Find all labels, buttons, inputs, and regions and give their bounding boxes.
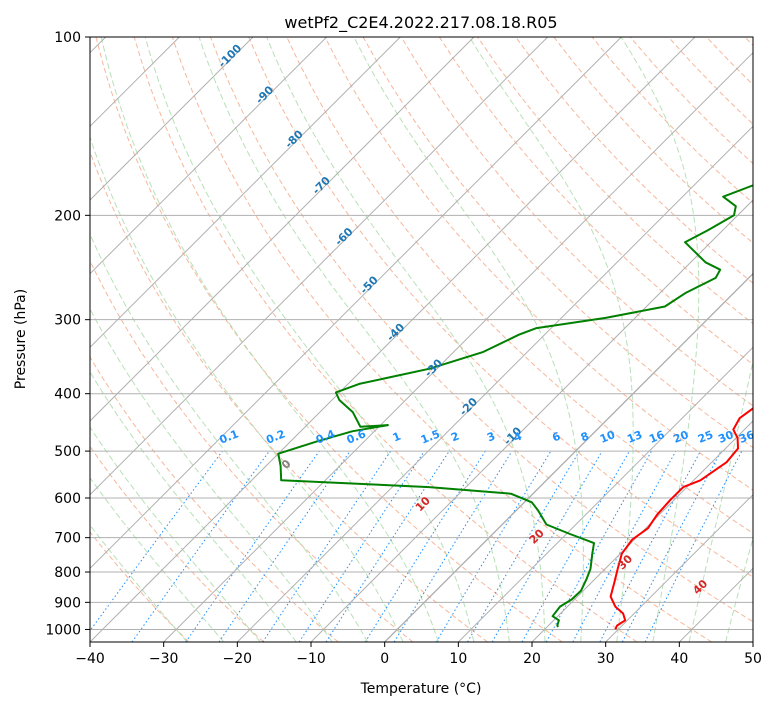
moist-adiabat-line [90,426,261,642]
moist-adiabat-line [688,358,753,642]
dry-adiabat-line [90,356,339,642]
y-tick-label: 500 [54,444,81,460]
dry-adiabat-line [171,37,712,642]
isotherm-line [457,346,753,642]
mixing-ratio-label: 3 [485,430,497,445]
y-tick-label: 300 [54,313,81,329]
isotherm-line [531,420,753,642]
isotherm-line [90,37,328,275]
dry-adiabat-line [248,37,753,578]
moist-adiabat-line [90,524,188,642]
y-axis: 100 200 300 400 500 600 700 800 900 1000 [45,30,90,638]
moist-adiabat-line [90,232,369,642]
mixing-ratio-label: 10 [598,428,617,446]
isotherm-line [90,37,475,422]
mixing-ratio-line [325,450,450,642]
mixing-ratio-line [262,450,392,642]
dry-adiabat-line [438,37,753,366]
y-tick-label: 900 [54,595,81,611]
isotherm-line [236,125,753,642]
y-tick-label: 100 [54,30,81,46]
plot-frame [89,36,754,643]
dry-adiabat-line [324,37,753,491]
moist-adiabat-line [100,37,439,642]
isotherm-lines [90,37,753,642]
moist-adiabat-line [144,37,475,642]
y-tick-label: 1000 [45,622,81,638]
mixing-ratio-label: 13 [625,428,644,446]
mixing-ratio-label: 36 [737,428,756,446]
dry-adiabat-line [400,37,753,407]
x-tick-label: 30 [597,651,615,667]
sounding-series [277,184,753,630]
x-tick-label: 40 [670,651,688,667]
mixing-ratio-label: 30 [716,428,735,446]
isotherm-line [90,37,254,201]
y-tick-label: 200 [54,208,81,224]
mixing-ratio-label: 25 [696,428,715,446]
mixing-ratio-line [90,450,223,632]
isotherm-line [605,493,753,642]
moist-adiabat-line [90,135,404,642]
mixing-ratio-line [298,450,425,642]
y-tick-label: 400 [54,387,81,403]
dry-adiabats [90,37,753,642]
x-tick-label: −40 [75,651,105,667]
x-tick-label: 10 [449,651,467,667]
x-tick-label: 0 [380,651,389,667]
x-tick-label: −20 [223,651,253,667]
mixing-ratio-line [545,450,653,642]
temperature-profile-line [609,407,753,630]
mixing-ratio-label: 2 [449,430,461,445]
mixing-ratio-line [131,450,270,642]
isotherm-line [90,37,549,496]
isotherm-line [90,37,401,349]
x-axis: −40 −30 −20 −10 0 10 20 30 40 50 [75,642,762,667]
x-tick-label: 20 [523,651,541,667]
isotherm-line [163,51,753,642]
x-tick-label: −10 [296,651,326,667]
pressure-grid [90,37,753,630]
mixing-ratio-label: 8 [579,430,591,445]
moist-adiabat-line [90,476,225,642]
dry-adiabat-line [95,37,563,642]
moist-adiabat-line [90,370,297,642]
x-axis-label: Temperature (°C) [360,681,482,697]
y-axis-label: Pressure (hPa) [13,289,29,389]
mixing-ratio-line [521,450,630,642]
mixing-ratio-line [644,450,743,642]
moist-adiabat-line [198,37,510,642]
mixing-ratio-line [393,450,513,642]
dewpoint-profile-line [277,184,753,628]
dry-adiabat-line [133,37,638,642]
dry-adiabat-line [90,150,488,642]
mixing-ratio-line [572,450,677,642]
isotherm-line [90,37,696,642]
y-tick-label: 800 [54,565,81,581]
chart-title: wetPf2_C2E4.2022.217.08.18.R05 [284,13,557,33]
x-tick-label: −30 [149,651,179,667]
mixing-ratio-lines [90,450,743,642]
dry-adiabat-line [90,531,190,642]
mixing-ratio-line [185,450,320,642]
zero-isotherm-line [384,272,753,642]
plot-area: -100-90-80-70-60-50-40-30-20-100.1 0.2 0.4… [90,37,756,642]
isotherm-line [310,199,753,642]
mixing-ratio-label: 1 [391,430,403,445]
mixing-ratio-line [218,450,351,642]
moist-adiabat-line [353,37,584,642]
y-tick-label: 600 [54,491,81,507]
dry-adiabat-line [210,37,753,623]
moist-adiabat-line [266,37,546,642]
x-tick-label: 50 [744,651,762,667]
dry-adiabat-line [90,445,264,642]
dry-adiabat-line [515,37,753,284]
y-tick-label: 700 [54,531,81,547]
isotherm-line [90,37,622,570]
mixing-ratio-label: 20 [671,428,690,446]
mixing-ratio-label: 16 [647,428,666,446]
moist-adiabat-line [620,37,700,642]
